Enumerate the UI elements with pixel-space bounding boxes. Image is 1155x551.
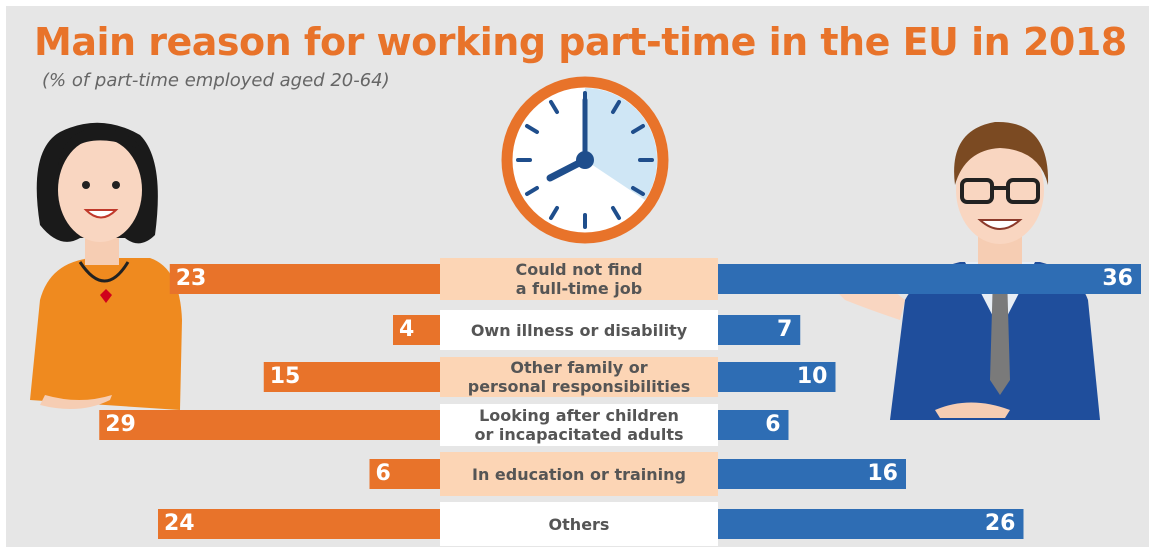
value-label: 6 (765, 410, 780, 440)
category-label: Looking after children or incapacitated … (440, 404, 718, 446)
value-label: 26 (985, 509, 1016, 539)
bar (170, 264, 440, 294)
value-label: 23 (176, 264, 207, 294)
bar (99, 410, 440, 440)
value-label: 24 (164, 509, 195, 539)
bar (718, 264, 1141, 294)
chart-subtitle: (% of part-time employed aged 20-64) (42, 70, 390, 91)
value-label: 29 (105, 410, 136, 440)
category-label: Own illness or disability (440, 310, 718, 350)
bar (718, 509, 1024, 539)
clock-illustration (507, 82, 663, 238)
category-label: Others (440, 502, 718, 546)
bar (158, 509, 440, 539)
value-label: 15 (270, 362, 301, 392)
value-label: 4 (399, 315, 414, 345)
value-label: 10 (797, 362, 828, 392)
category-label: In education or training (440, 452, 718, 496)
category-label: Other family or personal responsibilitie… (440, 357, 718, 397)
value-label: 6 (376, 459, 391, 489)
value-label: 7 (777, 315, 792, 345)
value-label: 36 (1102, 264, 1133, 294)
chart-title: Main reason for working part-time in the… (34, 20, 1127, 64)
page: {"chart_data": {"type": "butterfly", "ti… (0, 0, 1155, 551)
category-label: Could not find a full-time job (440, 258, 718, 300)
value-label: 16 (867, 459, 898, 489)
